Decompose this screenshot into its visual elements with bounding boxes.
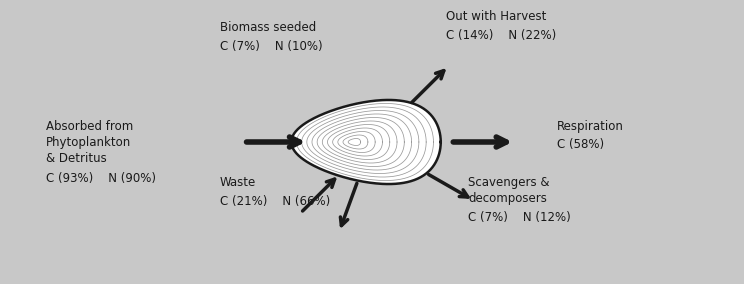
Text: C (7%)    N (10%): C (7%) N (10%) xyxy=(220,40,323,53)
Text: Respiration: Respiration xyxy=(557,120,624,133)
Text: C (58%): C (58%) xyxy=(557,138,604,151)
Text: Absorbed from
Phytoplankton
& Detritus: Absorbed from Phytoplankton & Detritus xyxy=(46,120,133,164)
Text: Waste: Waste xyxy=(220,176,256,189)
Polygon shape xyxy=(292,100,440,184)
Text: Out with Harvest: Out with Harvest xyxy=(446,10,547,23)
Text: C (21%)    N (66%): C (21%) N (66%) xyxy=(220,195,330,208)
Text: C (14%)    N (22%): C (14%) N (22%) xyxy=(446,29,557,42)
Text: C (93%)    N (90%): C (93%) N (90%) xyxy=(46,172,155,185)
Text: C (7%)    N (12%): C (7%) N (12%) xyxy=(469,211,571,224)
Text: Scavengers &
decomposers: Scavengers & decomposers xyxy=(469,176,550,205)
Text: Biomass seeded: Biomass seeded xyxy=(220,21,316,34)
